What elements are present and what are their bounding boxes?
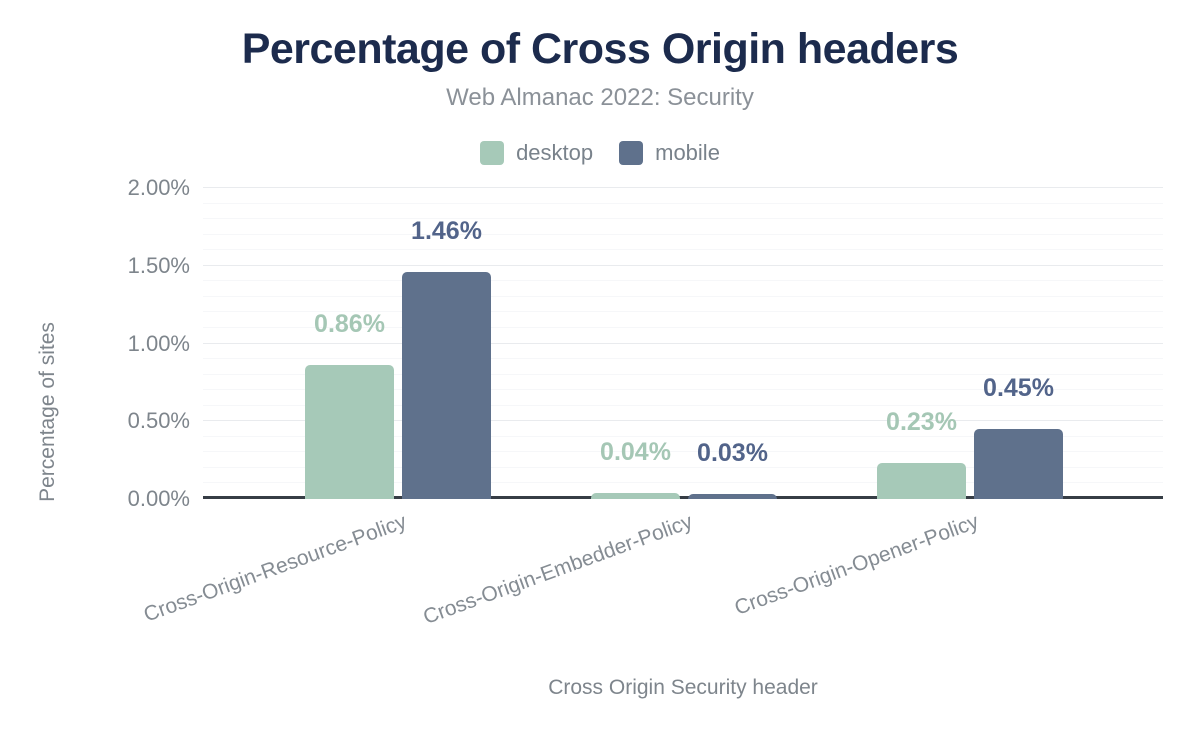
chart-title: Percentage of Cross Origin headers <box>241 25 959 73</box>
gridline <box>203 358 1163 360</box>
bar-value-label-mobile-2: 0.45% <box>983 374 1054 403</box>
y-tick-label: 0.50% <box>127 408 190 434</box>
legend-label-desktop: desktop <box>516 140 594 165</box>
gridline <box>203 373 1163 375</box>
y-tick-label: 1.50% <box>127 252 190 278</box>
gridline <box>203 218 1163 220</box>
gridline <box>203 202 1163 204</box>
x-tick-label-2: Cross-Origin-Opener-Policy <box>731 510 982 620</box>
bar-mobile-cross-origin-embedder-policy <box>688 494 777 499</box>
gridline <box>203 435 1163 437</box>
gridline <box>203 295 1163 297</box>
x-tick-label-0: Cross-Origin-Resource-Policy <box>141 510 410 627</box>
gridline <box>203 233 1163 235</box>
bar-desktop-cross-origin-embedder-policy <box>591 492 680 499</box>
x-axis-title: Cross Origin Security header <box>548 676 818 699</box>
legend: desktop mobile <box>0 140 1200 166</box>
gridline <box>203 311 1163 313</box>
legend-item-mobile: mobile <box>619 140 720 166</box>
bar-value-label-desktop-0: 0.86% <box>314 310 385 339</box>
y-axis-title: Percentage of sites <box>36 322 59 502</box>
gridline <box>203 451 1163 453</box>
chart-subtitle: Web Almanac 2022: Security <box>446 84 754 111</box>
y-tick-label: 1.00% <box>127 330 190 356</box>
gridline <box>203 187 1163 188</box>
bar-mobile-cross-origin-opener-policy <box>974 429 1063 499</box>
legend-swatch-mobile <box>619 141 644 165</box>
gridline <box>203 280 1163 282</box>
plot-area: 0.86% 0.04% 0.23% 1.46% 0.03% 0.45% <box>203 187 1163 499</box>
bar-value-label-desktop-1: 0.04% <box>600 437 671 466</box>
x-axis-line <box>203 496 1163 499</box>
gridline <box>203 466 1163 468</box>
legend-label-mobile: mobile <box>655 140 720 165</box>
legend-item-desktop: desktop <box>480 140 593 166</box>
y-tick-label: 2.00% <box>127 175 190 200</box>
bar-desktop-cross-origin-resource-policy <box>305 365 394 499</box>
gridline <box>203 342 1163 344</box>
bar-value-label-mobile-1: 0.03% <box>697 439 768 468</box>
gridline <box>203 420 1163 422</box>
legend-swatch-desktop <box>480 141 505 165</box>
gridline <box>203 264 1163 266</box>
bar-desktop-cross-origin-opener-policy <box>877 463 966 499</box>
bar-value-label-mobile-0: 1.46% <box>411 216 482 245</box>
gridline <box>203 482 1163 484</box>
gridline <box>203 389 1163 391</box>
gridline <box>203 404 1163 406</box>
gridline <box>203 249 1163 251</box>
y-tick-label: 0.00% <box>127 486 190 511</box>
gridline <box>203 326 1163 328</box>
x-tick-label-1: Cross-Origin-Embedder-Policy <box>420 510 696 630</box>
bar-value-label-desktop-2: 0.23% <box>886 408 957 437</box>
bar-mobile-cross-origin-resource-policy <box>402 271 491 499</box>
